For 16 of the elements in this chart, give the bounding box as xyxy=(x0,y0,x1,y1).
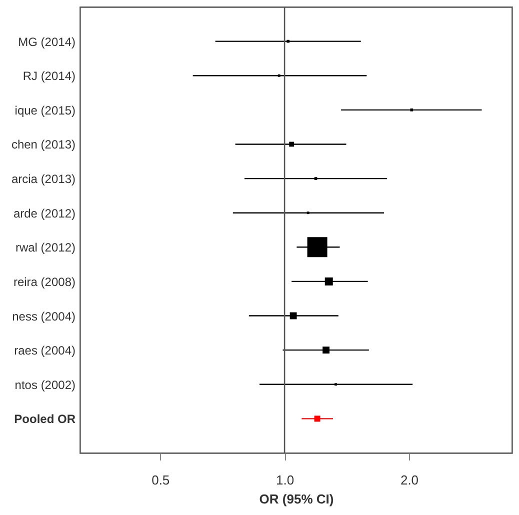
x-tick-label: 2.0 xyxy=(400,472,419,488)
y-tick-label: ness (2004) xyxy=(12,309,76,324)
y-tick-label: ntos (2002) xyxy=(14,378,76,392)
y-tick-label: arcia (2013) xyxy=(11,172,76,186)
y-tick-label: Pooled OR xyxy=(14,412,76,426)
y-tick-label: arde (2012) xyxy=(13,206,76,220)
y-tick-label: ique (2015) xyxy=(14,103,76,118)
y-tick-label: rwal (2012) xyxy=(15,240,76,255)
x-tick-label: 1.0 xyxy=(276,472,294,488)
y-tick-label: MG (2014) xyxy=(18,34,76,49)
y-tick-label: raes (2004) xyxy=(14,344,76,358)
y-tick-label: chen (2013) xyxy=(11,138,76,152)
x-tick-label: 0.5 xyxy=(152,472,170,488)
x-axis-title: OR (95% CI) xyxy=(259,492,334,506)
y-tick-label: RJ (2014) xyxy=(22,69,76,84)
y-tick-label: reira (2008) xyxy=(13,274,76,289)
